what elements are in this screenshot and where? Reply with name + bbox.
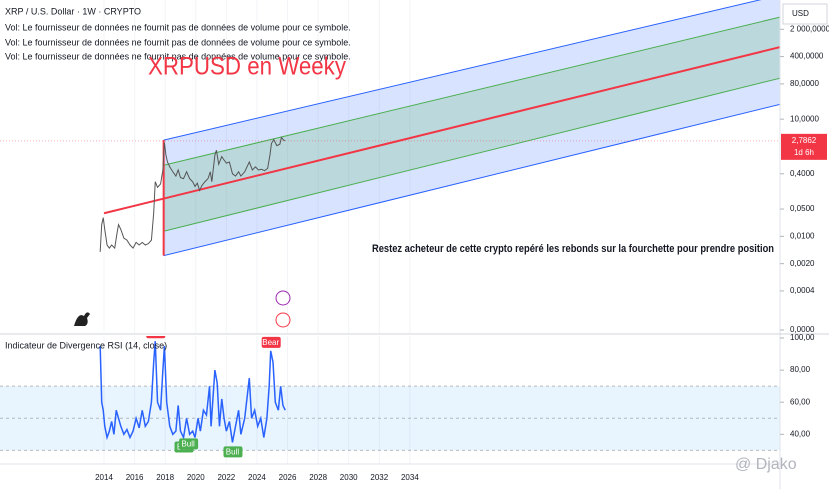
channel-line [163, 0, 762, 141]
series-line [99, 136, 286, 252]
y-tick-label: 80,0000 [790, 79, 819, 88]
x-tick-label: 2014 [95, 473, 113, 482]
y-tick-label: 2 000,0000 [790, 24, 829, 33]
price-pane [0, 0, 780, 333]
channel-line [163, 16, 780, 166]
series-line [99, 341, 286, 443]
signal-label: Bull [226, 447, 240, 456]
x-tick-label: 2028 [309, 473, 327, 482]
rsi-pane: BearBullBullBullBear [0, 328, 780, 464]
y-tick-label: 400,0000 [790, 52, 824, 61]
x-tick-label: 2016 [126, 473, 144, 482]
channel-line [103, 46, 780, 215]
channel-line [163, 103, 780, 257]
event-icon[interactable] [275, 312, 291, 328]
event-icon[interactable] [275, 290, 291, 306]
x-tick-label: 2022 [217, 473, 235, 482]
x-tick-label: 2034 [401, 473, 419, 482]
y-tick-label: 60,00 [790, 397, 811, 406]
y-tick-label: 0,0000 [790, 325, 815, 334]
x-tick-label: 2024 [248, 473, 266, 482]
signal-badge [146, 336, 166, 339]
annotation: Restez acheteur de cette crypto repéré l… [372, 243, 774, 255]
y-tick-label: 40,00 [790, 429, 811, 438]
watermark: @ Djako [735, 456, 797, 473]
logo-icon [74, 312, 90, 326]
last-price-label: 2,7862 [792, 136, 817, 145]
signal-label: Bear [262, 338, 279, 347]
signal-label: Bear [147, 328, 164, 337]
currency-label[interactable]: USD [792, 9, 809, 18]
signal-badge [261, 336, 281, 348]
y-tick-label: 0,0004 [790, 286, 815, 295]
x-tick-label: 2020 [187, 473, 205, 482]
header: XRP / U.S. Dollar · 1W · CRYPTO Vol: Le … [5, 3, 828, 473]
y-tick-label: 80,00 [790, 365, 811, 374]
currency-box[interactable] [782, 3, 828, 25]
x-tick-label: 2018 [156, 473, 174, 482]
last-price-box [781, 133, 827, 160]
signal-badge [223, 446, 243, 458]
channel-fill [163, 0, 780, 256]
countdown-label: 1d 6h [794, 148, 814, 157]
y-tick-label: 0,4000 [790, 169, 815, 178]
y-tick-label: 0,0020 [790, 259, 815, 268]
signal-badge [179, 438, 199, 450]
y-tick-label: 10,0000 [790, 114, 819, 123]
channel-fill [163, 17, 780, 232]
volume-note: Vol: Le fournisseur de données ne fourni… [5, 51, 351, 61]
y-tick-label: 0,0500 [790, 204, 815, 213]
x-tick-label: 2032 [370, 473, 388, 482]
x-tick-label: 2026 [279, 473, 297, 482]
y-tick-label: 0,0100 [790, 231, 815, 240]
channel-line [163, 77, 780, 232]
signal-label: Bull [181, 439, 195, 448]
volume-note: Vol: Le fournisseur de données ne fourni… [5, 22, 351, 32]
headline: XRPUSD en Weeky [148, 53, 346, 81]
indicator-title: Indicateur de Divergence RSI (14, close) [5, 340, 167, 350]
symbol-title: XRP / U.S. Dollar · 1W · CRYPTO [5, 6, 141, 16]
x-tick-label: 2030 [340, 473, 358, 482]
volume-note: Vol: Le fournisseur de données ne fourni… [5, 37, 351, 47]
y-tick-label: 100,00 [790, 333, 815, 342]
